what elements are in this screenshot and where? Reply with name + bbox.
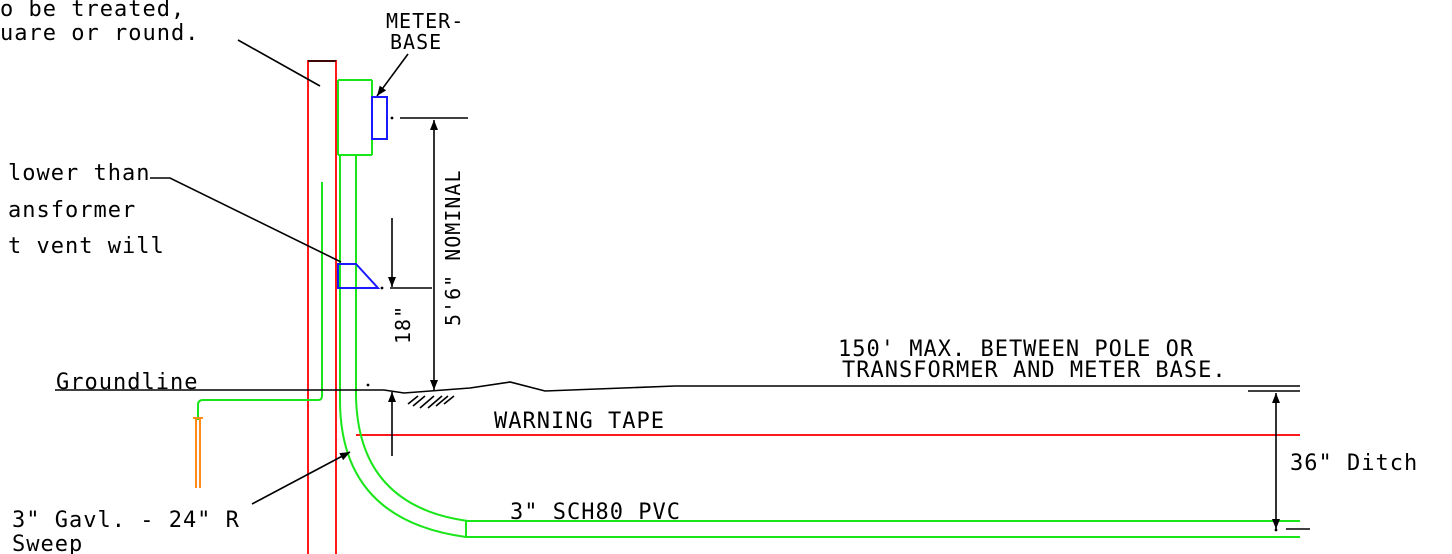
riser-conduit [337, 79, 373, 400]
vent-note-line2: ansformer [8, 198, 136, 223]
nominal-label: 5'6" NOMINAL [441, 170, 465, 327]
utility-pole [307, 60, 337, 554]
meter-base [371, 96, 394, 140]
ground-line [55, 381, 1300, 409]
ground-wire [193, 182, 323, 488]
nominal-dimension [400, 117, 468, 390]
max-distance-line2: TRANSFORMER AND METER BASE. [842, 358, 1227, 383]
meter-base-label-line2: BASE [390, 30, 442, 54]
underground-conduit [339, 395, 1300, 538]
pole-note-line2: uare or round. [0, 21, 199, 46]
vent-note-line1: lower than [8, 161, 150, 186]
eighteen-label: 18" [391, 305, 415, 344]
sweep-label-line1: 3" Gavl. - 24" R [12, 508, 240, 533]
vent-note-line3: t vent will [8, 234, 165, 259]
ditch-dimension [1272, 393, 1310, 532]
vent-height-dimension [388, 218, 432, 456]
warning-tape-label: WARNING TAPE [494, 409, 665, 434]
vent [337, 263, 384, 290]
max-distance-line1: 150' MAX. BETWEEN POLE OR [838, 337, 1194, 362]
pvc-label: 3" SCH80 PVC [510, 500, 681, 525]
ditch-depth-label: 36" Ditch [1290, 451, 1418, 476]
leader-lines [150, 39, 409, 505]
pole-note-line1: o be treated, [0, 0, 185, 22]
sweep-label-line2: Sweep [12, 532, 83, 554]
meter-base-label-line1: METER- [386, 9, 464, 33]
earth-hatch [407, 395, 455, 409]
groundline-label: Groundline [56, 370, 198, 395]
